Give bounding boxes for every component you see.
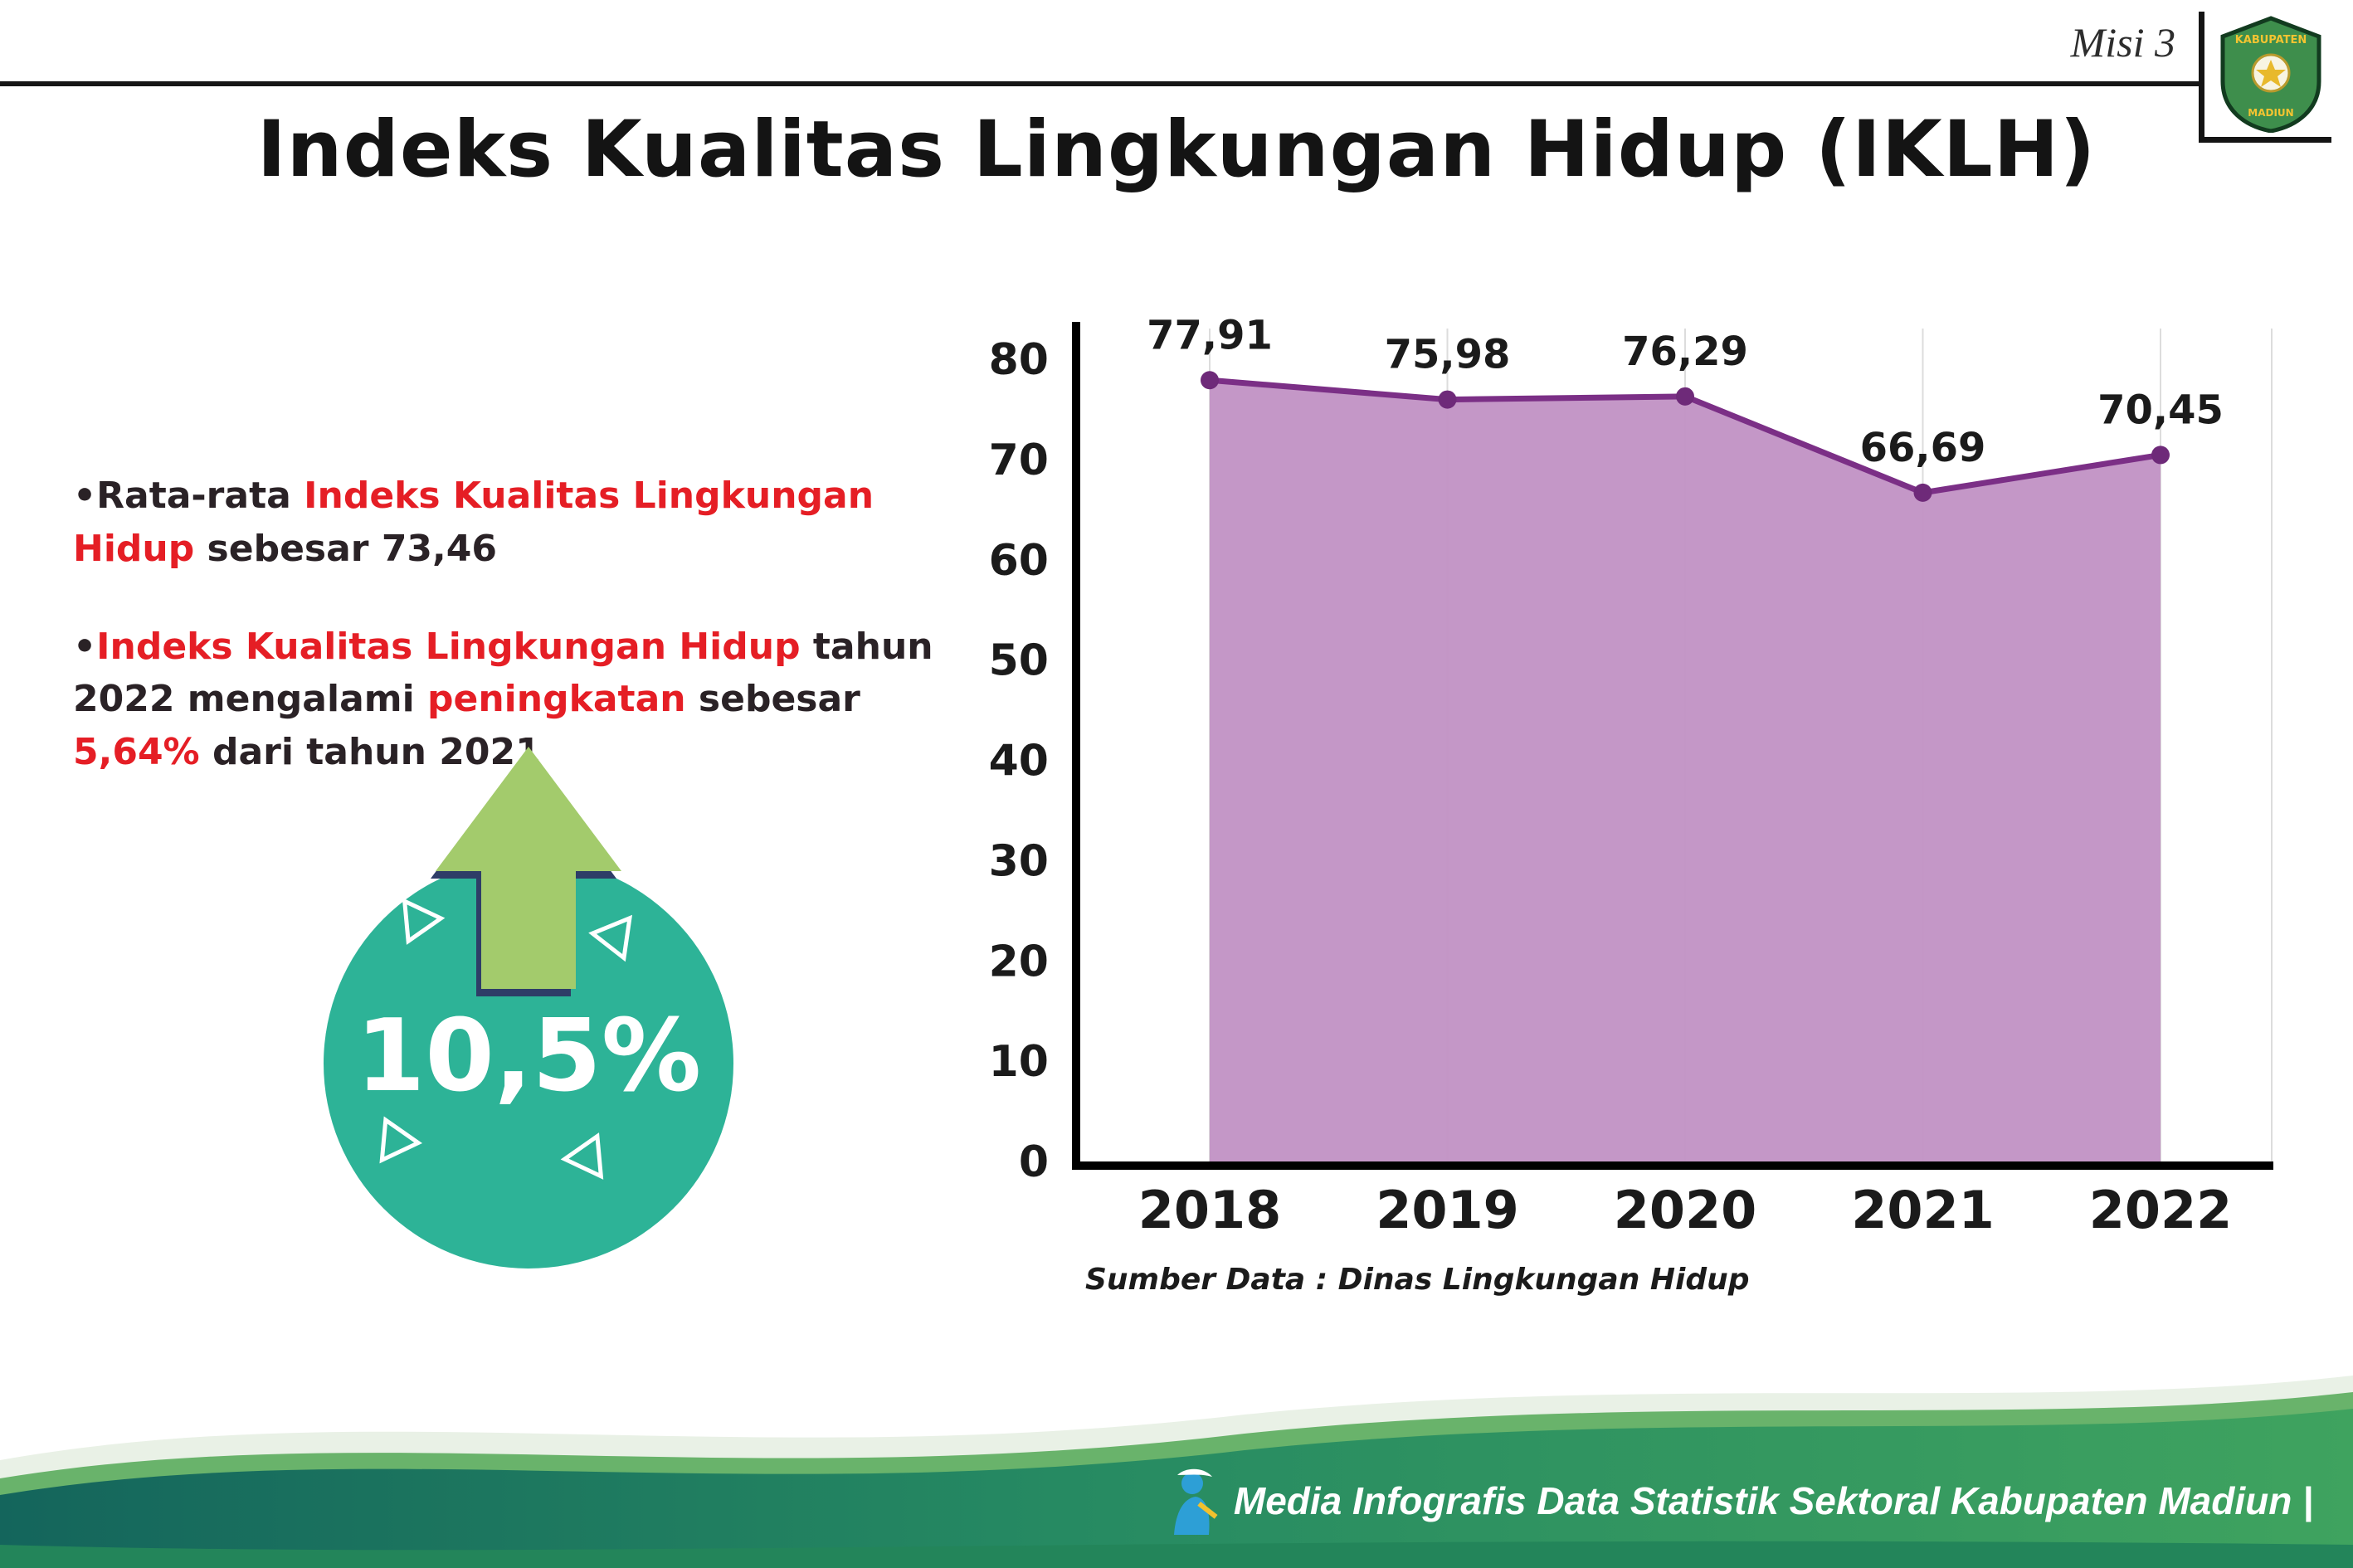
- data-point: [1913, 483, 1932, 502]
- y-tick-label: 60: [989, 536, 1049, 586]
- area-series: [1210, 380, 2161, 1161]
- footer-credit-text: Media Infografis Data Statistik Sektoral…: [1233, 1479, 2313, 1522]
- logo-bottom-text: MADIUN: [2248, 107, 2293, 119]
- data-point: [1676, 387, 1694, 406]
- data-label: 75,98: [1385, 332, 1511, 378]
- data-label: 66,69: [1860, 425, 1986, 471]
- logo-frame: KABUPATEN MADIUN: [2199, 12, 2331, 143]
- iklh-chart-svg: 77,91 75,98 76,29 66,69 70,45 0 10 20 30 40 50 60 70…: [989, 312, 2273, 1240]
- increase-badge: 10,5%: [309, 740, 748, 1279]
- y-tick-label: 20: [989, 937, 1049, 986]
- kabupaten-madiun-logo-icon: KABUPATEN MADIUN: [2220, 16, 2321, 134]
- data-label: 77,91: [1147, 312, 1273, 358]
- data-point: [1201, 371, 1219, 390]
- footer-mascot-icon: [1173, 1468, 1218, 1535]
- data-label: 76,29: [1622, 329, 1748, 375]
- data-point: [2151, 446, 2170, 465]
- header-divider: [0, 81, 2200, 86]
- logo-top-text: KABUPATEN: [2235, 34, 2307, 46]
- y-tick-label: 0: [1019, 1137, 1049, 1187]
- y-tick-label: 50: [989, 636, 1049, 686]
- increase-percentage: 10,5%: [355, 999, 702, 1114]
- bullet2-highlight-2: peningkatan: [427, 678, 686, 721]
- bullet-rata-rata: •Rata-rata Indeks Kualitas Lingkungan Hi…: [73, 470, 994, 576]
- bullet2-highlight-1: Indeks Kualitas Lingkungan Hidup: [96, 625, 801, 668]
- wave-main: [0, 1409, 2353, 1568]
- x-axis-label: 2021: [1851, 1180, 1995, 1240]
- bullet1-highlight: Indeks Kualitas Lingkungan Hidup: [73, 475, 874, 570]
- y-tick-label: 80: [989, 335, 1049, 385]
- data-label: 70,45: [2097, 387, 2224, 433]
- bullet1-text: Rata-rata: [96, 475, 304, 517]
- logo-star-icon: [2256, 60, 2286, 87]
- badge-circle: [324, 859, 733, 1269]
- misi-label: Misi 3: [2070, 19, 2175, 66]
- bullet1-text-2: sebesar 73,46: [194, 527, 497, 570]
- y-axis: [1072, 322, 1080, 1170]
- decorative-triangles: [379, 898, 633, 1180]
- y-tick-label: 30: [989, 836, 1049, 886]
- footer-credit: Media Infografis Data Statistik Sektoral…: [1159, 1465, 2313, 1536]
- x-axis-label: 2020: [1614, 1180, 1757, 1240]
- bullet2-text-1: tahun 2022 mengalami: [73, 625, 933, 721]
- bullet2-highlight-3: 5,64%: [73, 731, 200, 774]
- chart-source-note: Sumber Data : Dinas Lingkungan Hidup: [1085, 1263, 1750, 1297]
- wave-bottom: [0, 1541, 2353, 1568]
- bullet-marker: •: [73, 475, 97, 517]
- summary-bullets: •Rata-rata Indeks Kualitas Lingkungan Hi…: [73, 470, 994, 824]
- x-axis-label: 2022: [2089, 1180, 2233, 1240]
- y-tick-label: 70: [989, 436, 1049, 485]
- y-tick-label: 40: [989, 737, 1049, 786]
- iklh-area-chart: 77,91 75,98 76,29 66,69 70,45 0 10 20 30 40 50 60 70…: [913, 299, 2353, 1369]
- bullet-marker: •: [73, 625, 97, 668]
- increase-badge-graphic: [324, 747, 733, 1269]
- data-point: [1438, 390, 1457, 409]
- page-title: Indeks Kualitas Lingkungan Hidup (IKLH): [256, 105, 2097, 195]
- y-tick-label: 10: [989, 1037, 1049, 1087]
- bullet2-text-2: sebesar: [685, 678, 860, 721]
- bullet2-text-3: dari tahun 2021: [199, 731, 541, 774]
- footer-wave-graphic: [0, 1376, 2353, 1568]
- x-axis: [1072, 1161, 2273, 1170]
- x-axis-label: 2018: [1138, 1180, 1282, 1240]
- bullet-peningkatan: •Indeks Kualitas Lingkungan Hidup tahun …: [73, 621, 994, 779]
- up-arrow-icon: [431, 747, 621, 996]
- x-axis-label: 2019: [1376, 1180, 1519, 1240]
